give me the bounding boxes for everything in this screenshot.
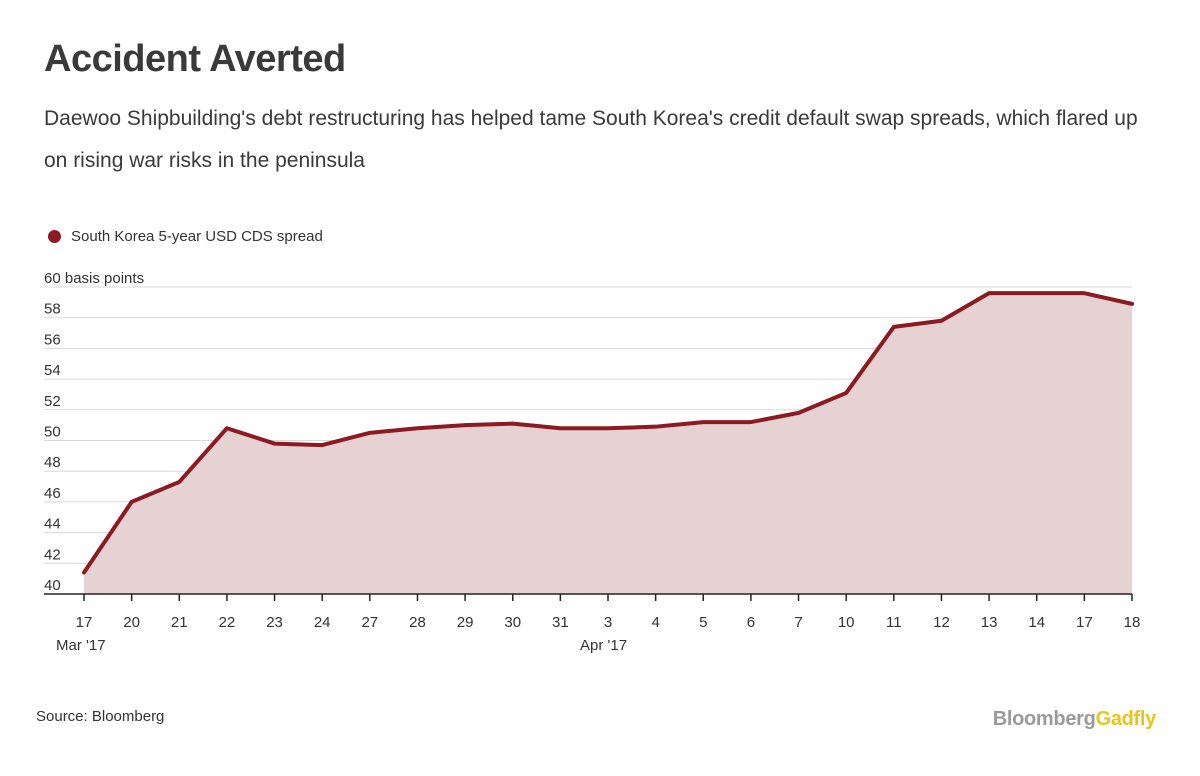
x-tick-label: 11 [886,614,902,631]
x-tick-label: 23 [266,614,283,631]
legend: South Korea 5-year USD CDS spread [48,228,323,245]
brand-logo-part2: Gadfly [1095,708,1157,730]
y-tick-label: 54 [44,362,61,379]
legend-marker [48,230,61,243]
y-tick-label: 52 [44,393,61,410]
y-tick-label: 40 [44,577,61,594]
x-tick-label: 14 [1028,614,1045,631]
x-tick-label: 4 [651,614,659,631]
x-tick-label: 17 [76,614,93,631]
x-tick-label: 18 [1124,614,1141,631]
x-tick-label: 10 [838,614,855,631]
x-tick-label: 20 [123,614,140,631]
brand-logo-part1: Bloomberg [992,708,1096,730]
x-tick-label: 6 [747,614,755,631]
x-month-label: Apr '17 [580,637,627,654]
x-tick-label: 29 [457,614,474,631]
x-tick-label: 27 [361,614,378,631]
x-month-label: Mar '17 [56,637,106,654]
x-tick-label: 30 [504,614,521,631]
series-line [82,291,1134,575]
x-tick-label: 21 [171,614,188,631]
y-tick-label: 46 [44,485,61,502]
y-tick-label: 50 [44,424,61,441]
x-tick-label: 17 [1076,614,1093,631]
chart-subtitle: Daewoo Shipbuilding's debt restructuring… [44,107,1138,172]
y-tick-label: 44 [44,516,61,533]
y-tick-label: 58 [44,301,61,318]
x-tick-label: 31 [552,614,569,631]
x-tick-label: 3 [604,614,612,631]
x-tick-label: 12 [933,614,950,631]
source-note: Source: Bloomberg [36,708,165,725]
x-tick-label: 22 [219,614,236,631]
x-tick-label: 13 [981,614,998,631]
y-tick-label: 56 [44,331,61,348]
y-tick-label: 48 [44,454,61,471]
y-tick-label: 42 [44,546,61,563]
chart-title: Accident Averted [44,38,346,80]
y-tick-label: 60 basis points [44,270,144,287]
x-tick-label: 5 [699,614,707,631]
x-tick-label: 28 [409,614,426,631]
brand-logo: BloombergGadfly [992,708,1157,731]
series-area [84,293,1132,594]
x-tick-label: 7 [794,614,802,631]
legend-label: South Korea 5-year USD CDS spread [71,228,323,245]
x-tick-label: 24 [314,614,331,631]
